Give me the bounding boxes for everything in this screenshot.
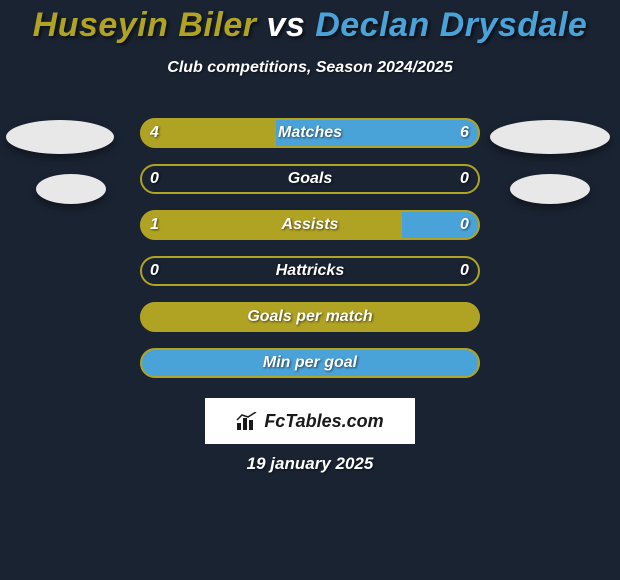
- row-label: Min per goal: [140, 348, 480, 378]
- row-label: Matches: [140, 118, 480, 148]
- player-b-name: Declan Drysdale: [315, 6, 587, 44]
- row-label: Hattricks: [140, 256, 480, 286]
- avatar-ellipse-1: [36, 174, 106, 204]
- row-label: Assists: [140, 210, 480, 240]
- avatar-ellipse-0: [6, 120, 114, 154]
- stat-row: 10Assists: [0, 210, 620, 240]
- stat-row: Goals per match: [0, 302, 620, 332]
- comparison-chart: 46Matches00Goals10Assists00HattricksGoal…: [0, 118, 620, 394]
- logo-text: FcTables.com: [264, 411, 383, 432]
- chart-icon: [236, 412, 258, 430]
- page-title: Huseyin Biler vs Declan Drysdale: [0, 0, 620, 45]
- stat-row: Min per goal: [0, 348, 620, 378]
- player-a-name: Huseyin Biler: [33, 6, 257, 44]
- subtitle: Club competitions, Season 2024/2025: [0, 59, 620, 77]
- stat-row: 00Hattricks: [0, 256, 620, 286]
- date-text: 19 january 2025: [0, 454, 620, 474]
- avatar-ellipse-3: [510, 174, 590, 204]
- row-label: Goals per match: [140, 302, 480, 332]
- logo-badge: FcTables.com: [205, 398, 415, 444]
- row-label: Goals: [140, 164, 480, 194]
- avatar-ellipse-2: [490, 120, 610, 154]
- vs-text: vs: [266, 6, 305, 44]
